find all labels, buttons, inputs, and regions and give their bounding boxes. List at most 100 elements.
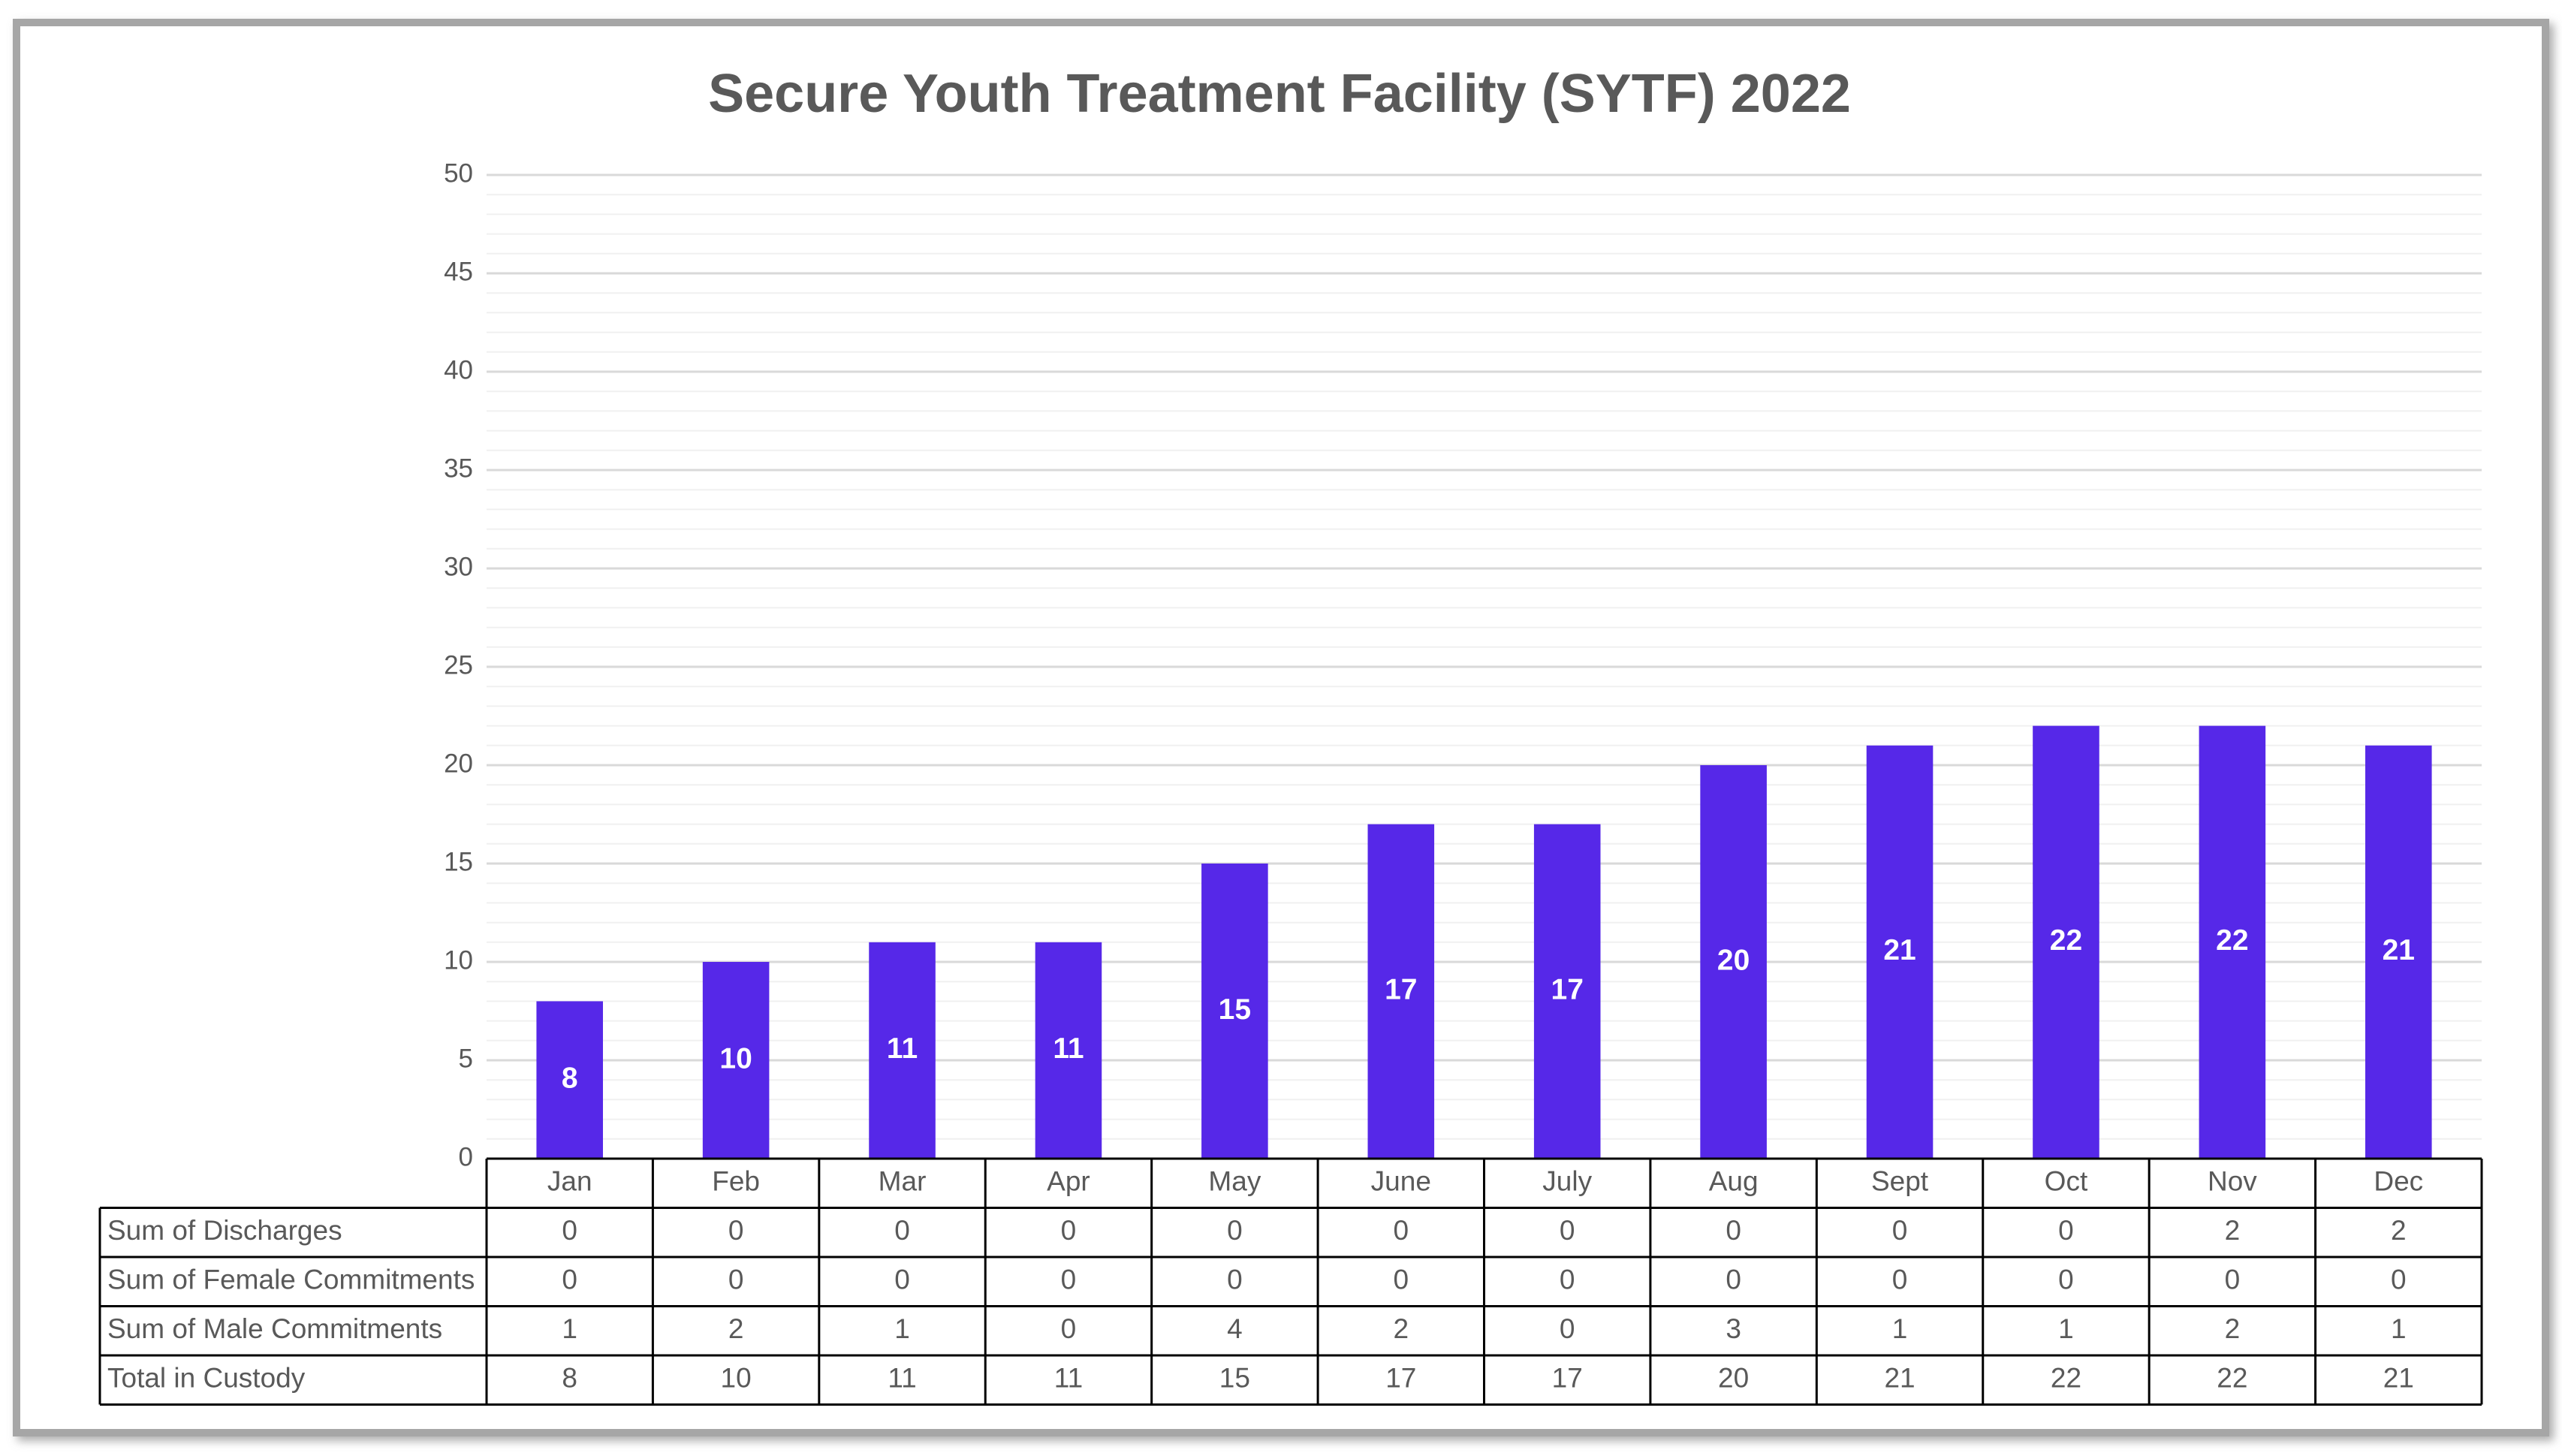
table-cell: 0: [1892, 1265, 1908, 1295]
y-tick-label: 20: [444, 749, 473, 778]
table-cell: 17: [1552, 1363, 1583, 1394]
data-label: 22: [2216, 924, 2248, 957]
bar: [1201, 864, 1268, 1159]
bar: [536, 1001, 603, 1159]
x-tick-label: Feb: [712, 1166, 760, 1197]
chart-title: Secure Youth Treatment Facility (SYTF) 2…: [708, 64, 1851, 124]
table-cell: 22: [2217, 1363, 2247, 1394]
data-label: 11: [887, 1032, 918, 1065]
data-label: 17: [1551, 974, 1584, 1006]
table-cell: 2: [2225, 1313, 2241, 1344]
table-cell: 8: [562, 1363, 577, 1394]
x-tick-label: Dec: [2374, 1166, 2423, 1197]
bar: [869, 942, 936, 1159]
table-cell: 0: [1227, 1265, 1243, 1295]
bar: [702, 962, 770, 1159]
y-tick-label: 0: [459, 1142, 473, 1171]
x-tick-label: Aug: [1709, 1166, 1759, 1197]
table-cell: 0: [2058, 1265, 2074, 1295]
table-cell: 0: [894, 1265, 910, 1295]
table-cell: 0: [562, 1265, 577, 1295]
y-tick-label: 50: [444, 158, 473, 188]
y-tick-label: 15: [444, 847, 473, 876]
table-cell: 10: [721, 1363, 752, 1394]
table-cell: 3: [1726, 1313, 1741, 1344]
data-label: 21: [1883, 934, 1915, 966]
bar: [2033, 725, 2099, 1159]
data-label: 17: [1385, 974, 1417, 1006]
table-cell: 0: [1560, 1215, 1575, 1246]
x-tick-label: May: [1208, 1166, 1261, 1197]
table-cell: 0: [1227, 1215, 1243, 1246]
table-cell: 0: [728, 1215, 744, 1246]
x-tick-label: Apr: [1047, 1166, 1090, 1197]
table-cell: 2: [728, 1313, 744, 1344]
data-label: 20: [1717, 944, 1750, 976]
x-tick-label: Jan: [547, 1166, 592, 1197]
table-cell: 22: [2051, 1363, 2081, 1394]
y-tick-label: 35: [444, 454, 473, 483]
table-row-label: Total in Custody: [107, 1363, 306, 1394]
table-row-label: Sum of Female Commitments: [107, 1265, 475, 1295]
table-cell: 11: [888, 1363, 916, 1394]
y-tick-label: 45: [444, 257, 473, 286]
table-cell: 0: [562, 1215, 577, 1246]
table-cell: 21: [2383, 1363, 2414, 1394]
bar: [1367, 824, 1435, 1159]
table-row-label: Sum of Male Commitments: [107, 1313, 442, 1344]
bar: [1866, 745, 1934, 1159]
bar: [1533, 824, 1601, 1159]
table-cell: 0: [2058, 1215, 2074, 1246]
table-cell: 1: [894, 1313, 910, 1344]
bar: [2199, 725, 2266, 1159]
y-tick-label: 40: [444, 355, 473, 384]
table-cell: 21: [1884, 1363, 1915, 1394]
data-label: 10: [719, 1042, 752, 1075]
x-tick-label: July: [1542, 1166, 1592, 1197]
table-cell: 20: [1718, 1363, 1749, 1394]
table-row-label: Sum of Discharges: [107, 1215, 342, 1246]
y-tick-label: 10: [444, 945, 473, 975]
table-cell: 0: [2391, 1265, 2407, 1295]
y-tick-label: 5: [459, 1044, 473, 1073]
table-cell: 0: [2225, 1265, 2241, 1295]
table-cell: 1: [1892, 1313, 1908, 1344]
table-cell: 15: [1219, 1363, 1250, 1394]
x-tick-label: Mar: [879, 1166, 927, 1197]
data-label: 11: [1053, 1032, 1084, 1065]
table-cell: 0: [1394, 1265, 1409, 1295]
table-cell: 2: [1394, 1313, 1409, 1344]
table-cell: 1: [2391, 1313, 2407, 1344]
table-cell: 4: [1227, 1313, 1243, 1344]
table-cell: 0: [1061, 1313, 1077, 1344]
y-tick-label: 30: [444, 552, 473, 581]
x-tick-label: Sept: [1871, 1166, 1929, 1197]
bar: [1035, 942, 1102, 1159]
table-cell: 0: [894, 1215, 910, 1246]
table-cell: 1: [2058, 1313, 2074, 1344]
table-cell: 0: [1061, 1265, 1077, 1295]
table-cell: 0: [728, 1265, 744, 1295]
table-cell: 0: [1726, 1265, 1741, 1295]
data-label: 8: [562, 1062, 578, 1094]
table-cell: 1: [562, 1313, 577, 1344]
bar: [1700, 765, 1767, 1159]
table-cell: 0: [1560, 1313, 1575, 1344]
x-tick-label: June: [1371, 1166, 1431, 1197]
data-label: 15: [1219, 993, 1251, 1026]
table-cell: 17: [1385, 1363, 1416, 1394]
table-cell: 2: [2225, 1215, 2241, 1246]
table-cell: 0: [1061, 1215, 1077, 1246]
chart-frame: [13, 19, 2549, 1436]
table-cell: 0: [1560, 1265, 1575, 1295]
table-cell: 0: [1892, 1215, 1908, 1246]
table-cell: 11: [1054, 1363, 1083, 1394]
x-tick-label: Nov: [2208, 1166, 2257, 1197]
x-tick-label: Oct: [2045, 1166, 2088, 1197]
data-label: 22: [2050, 924, 2082, 957]
table-cell: 0: [1726, 1215, 1741, 1246]
y-tick-label: 25: [444, 650, 473, 680]
data-label: 21: [2383, 934, 2415, 966]
table-cell: 0: [1394, 1215, 1409, 1246]
